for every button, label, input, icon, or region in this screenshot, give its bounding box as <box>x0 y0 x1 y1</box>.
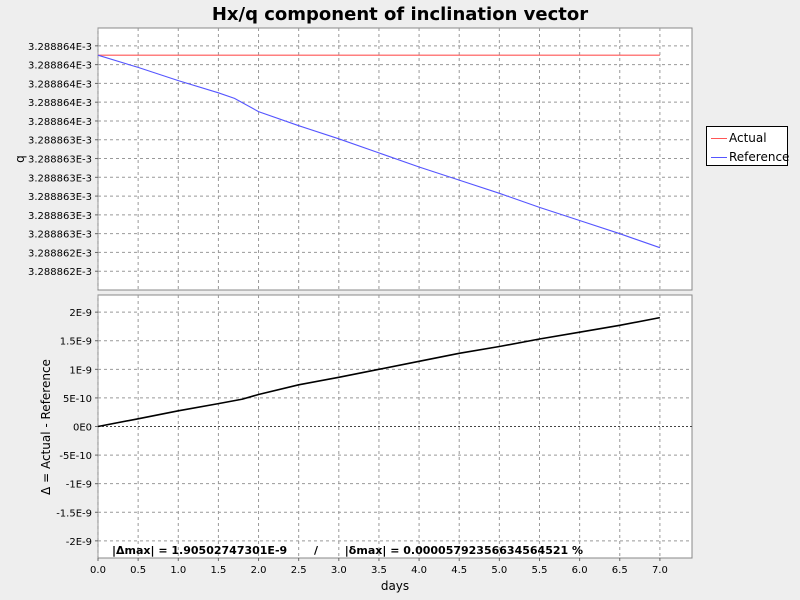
bottom-y-tick-label-1: 1.5E-9 <box>60 337 92 348</box>
x-tick-label-5: 2.5 <box>291 565 307 576</box>
legend-swatch-actual <box>711 138 727 139</box>
top-y-tick-label-0: 3.288862E-3 <box>28 267 92 278</box>
top-y-tick-label-6: 3.288863E-3 <box>28 155 92 166</box>
top-y-tick-label-1: 3.288862E-3 <box>28 248 92 259</box>
legend-item-reference: Reference <box>707 148 790 166</box>
bottom-y-tick-label-7: -1.5E-9 <box>56 508 92 519</box>
bottom-y-tick-label-0: 2E-9 <box>69 308 92 319</box>
legend-item-actual: Actual <box>707 129 787 147</box>
top-plot: 3.288862E-3 3.288862E-3 3.288863E-3 3.28886… <box>13 27 693 291</box>
x-tick-label-6: 3.0 <box>331 565 347 576</box>
top-series-line-reference <box>97 54 661 249</box>
top-y-tick-label-8: 3.288864E-3 <box>28 117 92 128</box>
bottom-y-axis-label: Δ = Actual - Reference <box>39 359 53 495</box>
top-y-tick-label-3: 3.288863E-3 <box>28 211 92 222</box>
x-tick-label-12: 6.0 <box>572 565 588 576</box>
x-tick-label-14: 7.0 <box>652 565 668 576</box>
x-tick-label-8: 4.0 <box>411 565 427 576</box>
x-tick-label-0: 0.0 <box>90 565 106 576</box>
bottom-plot: 2E-9 1.5E-9 1E-9 5E-10 0E0 -5E-10 -1E-9 -1.5E-9… <box>39 294 693 593</box>
legend-label-reference: Reference <box>729 150 790 164</box>
x-tick-label-13: 6.5 <box>612 565 628 576</box>
top-y-tick-labels: 3.288862E-3 3.288862E-3 3.288863E-3 3.28886… <box>28 42 98 278</box>
top-y-tick-label-2: 3.288863E-3 <box>28 230 92 241</box>
top-y-tick-label-7: 3.288863E-3 <box>28 136 92 147</box>
x-tick-labels: 0.0 0.5 1.0 1.5 2.0 2.5 3.0 3.5 4.0 4.5 5.0 5.5 6.0 6… <box>90 558 668 576</box>
x-tick-label-3: 1.5 <box>210 565 226 576</box>
legend: Actual Reference <box>706 126 790 166</box>
top-y-tick-label-4: 3.288863E-3 <box>28 192 92 203</box>
bottom-y-tick-label-5: -5E-10 <box>59 451 92 462</box>
top-y-tick-label-11: 3.288864E-3 <box>28 61 92 72</box>
chart-title: Hx/q component of inclination vector <box>212 4 588 25</box>
x-tick-label-7: 3.5 <box>371 565 387 576</box>
legend-label-actual: Actual <box>729 131 767 145</box>
bottom-y-tick-label-2: 1E-9 <box>69 365 92 376</box>
bottom-series-line-delta <box>97 316 661 428</box>
delta-annotation: |Δmax| = 1.90502747301E-9 / |δmax| = 0.0… <box>112 544 583 557</box>
bottom-y-tick-label-8: -2E-9 <box>66 537 92 548</box>
x-tick-label-10: 5.0 <box>491 565 507 576</box>
top-y-tick-label-12: 3.288864E-3 <box>28 42 92 53</box>
bottom-y-tick-label-6: -1E-9 <box>66 480 92 491</box>
x-tick-label-11: 5.5 <box>532 565 548 576</box>
bottom-y-tick-label-3: 5E-10 <box>63 394 92 405</box>
x-tick-label-4: 2.0 <box>251 565 267 576</box>
top-series <box>97 54 661 249</box>
x-axis-label: days <box>381 579 409 593</box>
bottom-y-tick-labels: 2E-9 1.5E-9 1E-9 5E-10 0E0 -5E-10 -1E-9 -1.5E-9… <box>56 308 98 548</box>
top-grid <box>97 28 692 290</box>
top-y-axis-label: q <box>13 155 27 163</box>
bottom-y-tick-label-4: 0E0 <box>73 423 92 434</box>
x-tick-label-9: 4.5 <box>451 565 467 576</box>
top-y-tick-label-5: 3.288863E-3 <box>28 173 92 184</box>
legend-swatch-reference <box>711 157 727 158</box>
x-tick-label-1: 0.5 <box>130 565 146 576</box>
x-tick-label-2: 1.0 <box>170 565 186 576</box>
bottom-series <box>97 316 661 428</box>
top-y-tick-label-9: 3.288864E-3 <box>28 98 92 109</box>
top-y-tick-label-10: 3.288864E-3 <box>28 79 92 90</box>
